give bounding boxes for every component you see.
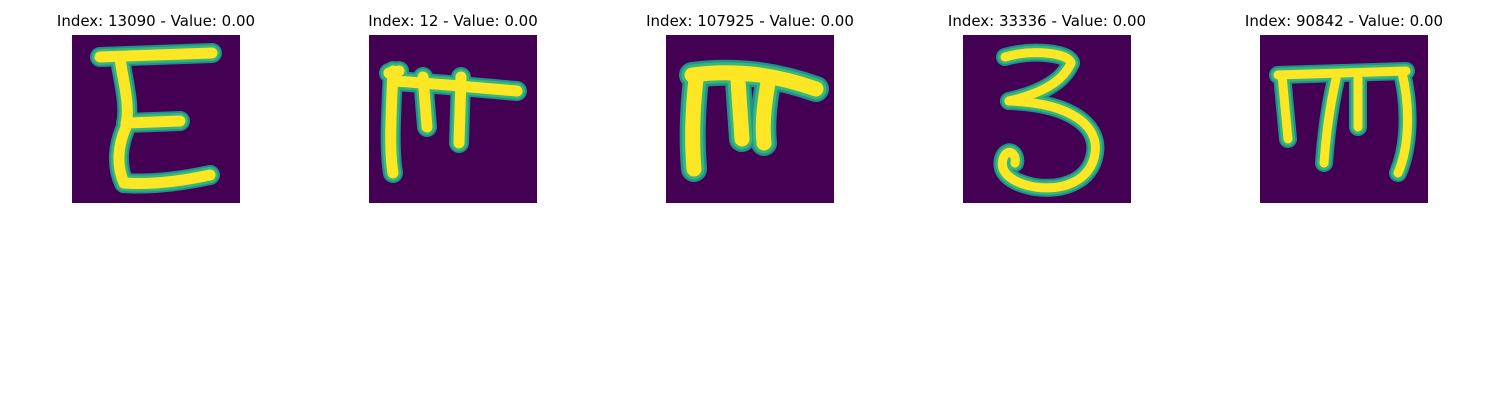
digit-image-1	[72, 35, 240, 203]
image-panel-1: Index: 13090 - Value: 0.00	[26, 0, 286, 210]
panel-title-5: Index: 90842 - Value: 0.00	[1244, 12, 1444, 30]
image-panel-2: Index: 12 - Value: 0.00	[323, 0, 583, 210]
image-panel-4: Index: 33336 - Value: 0.00	[917, 0, 1177, 210]
digit-image-3	[666, 35, 834, 203]
digit-image-5	[1260, 35, 1428, 203]
digit-image-4	[963, 35, 1131, 203]
panel-title-4: Index: 33336 - Value: 0.00	[947, 12, 1147, 30]
image-panel-3: Index: 107925 - Value: 0.00	[620, 0, 880, 210]
panel-title-2: Index: 12 - Value: 0.00	[368, 12, 538, 30]
panel-title-1: Index: 13090 - Value: 0.00	[56, 12, 256, 30]
digit-image-2	[369, 35, 537, 203]
image-panel-5: Index: 90842 - Value: 0.00	[1214, 0, 1474, 210]
panel-title-3: Index: 107925 - Value: 0.00	[646, 12, 854, 30]
